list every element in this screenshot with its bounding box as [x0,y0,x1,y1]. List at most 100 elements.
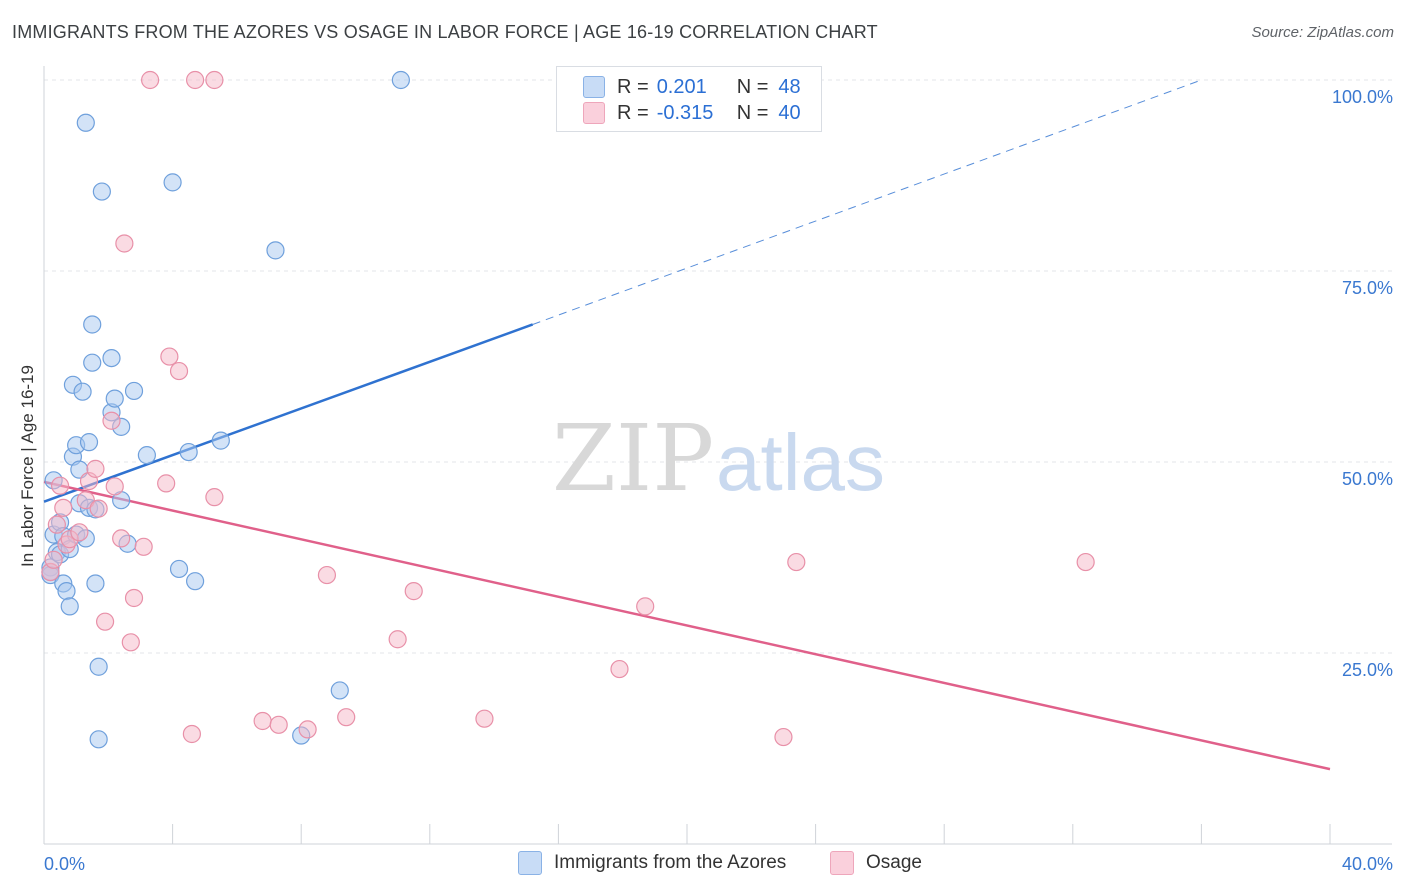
correlation-legend: R = 0.201 N = 48 R = -0.315 N = 40 [556,66,822,132]
r-label: R = [617,75,649,98]
point-azores [137,446,156,465]
point-azores [330,681,349,700]
axes [43,66,1392,845]
point-azores [57,582,76,601]
legend-row-azores: R = 0.201 N = 48 [583,73,801,101]
point-osage [205,488,224,507]
point-osage [169,361,189,381]
point-osage [102,411,121,430]
point-osage [121,633,140,652]
point-osage [317,565,337,585]
point-osage [124,588,144,608]
legend-swatch-azores [583,76,605,98]
point-osage [186,70,205,90]
point-osage [636,597,655,616]
point-azores [186,572,205,591]
point-azores [211,431,230,450]
point-azores [105,389,124,408]
point-osage [47,515,66,534]
legend-swatch-osage [830,851,854,875]
y-tick-label: 100.0% [1332,87,1393,107]
legend-swatch-azores [518,851,542,875]
x-tick-label: 40.0% [1342,854,1393,874]
point-azores [266,241,285,260]
n-label: N = [736,75,769,98]
legend-row-osage: R = -0.315 N = 40 [583,99,801,127]
r-value: 0.201 [656,75,707,98]
point-osage [337,708,356,727]
legend-label-osage: Osage [866,852,922,873]
point-azores [179,442,198,462]
r-value: -0.315 [656,101,714,124]
y-axis-label: In Labor Force | Age 16-19 [18,365,37,567]
point-osage [610,659,629,679]
series-legend: Immigrants from the Azores Osage [0,851,1406,879]
point-azores [92,182,111,201]
point-azores [102,348,121,368]
x-tick-label: 0.0% [44,854,85,874]
y-tick-label: 25.0% [1342,660,1393,680]
chart-title: IMMIGRANTS FROM THE AZORES VS OSAGE IN L… [12,22,878,42]
point-osage [95,612,115,631]
point-osage [298,720,317,739]
point-azores [163,173,182,192]
point-azores [169,559,189,579]
watermark-atlas: atlas [716,418,885,507]
point-osage [253,711,272,731]
point-azores [124,381,144,401]
y-tick-label: 50.0% [1342,469,1393,489]
point-osage [50,476,70,495]
trend-line-azores-extension [532,79,1202,325]
legend-swatch-osage [583,102,605,124]
point-azores [83,353,102,372]
point-azores [89,657,108,676]
point-osage [388,630,407,649]
data-points [41,70,1095,749]
point-osage [1076,552,1095,572]
y-tick-labels: 25.0% 50.0% 75.0% 100.0% [1332,87,1393,680]
point-osage [787,552,806,572]
point-osage [115,234,134,253]
point-osage [205,70,224,90]
point-azores [79,433,99,452]
point-azores [76,113,95,132]
n-value: 48 [778,75,801,98]
trend-line-osage [43,480,1331,771]
watermark: ZIP atlas [552,405,885,512]
y-tick-label: 75.0% [1342,278,1393,298]
point-osage [475,709,494,728]
legend-item-azores[interactable]: Immigrants from the Azores [518,851,786,875]
point-osage [140,70,160,90]
legend-item-osage[interactable]: Osage [830,851,922,875]
legend-label-azores: Immigrants from the Azores [554,852,787,873]
point-azores [73,382,92,401]
point-osage [105,477,124,496]
point-azores [89,730,108,749]
point-osage [44,550,63,569]
point-azores [83,315,102,334]
point-osage [134,537,153,556]
point-osage [86,459,105,478]
point-azores [391,70,410,90]
point-osage [404,582,423,601]
grid-lines [44,79,1392,654]
trend-lines [43,79,1331,771]
n-label: N = [736,101,769,124]
r-label: R = [617,101,649,124]
point-osage [182,724,201,744]
point-osage [70,523,89,542]
point-osage [157,474,176,493]
point-osage [54,498,73,517]
point-osage [112,529,131,548]
watermark-zip: ZIP [552,405,714,512]
x-tick-labels: 0.0% 40.0% [44,854,1393,874]
point-azores [86,574,105,593]
point-osage [89,499,108,518]
point-osage [269,715,288,734]
point-osage [76,491,95,510]
n-value: 40 [778,101,801,124]
point-osage [774,727,793,747]
trend-line-azores [43,323,534,503]
point-azores [60,597,79,616]
